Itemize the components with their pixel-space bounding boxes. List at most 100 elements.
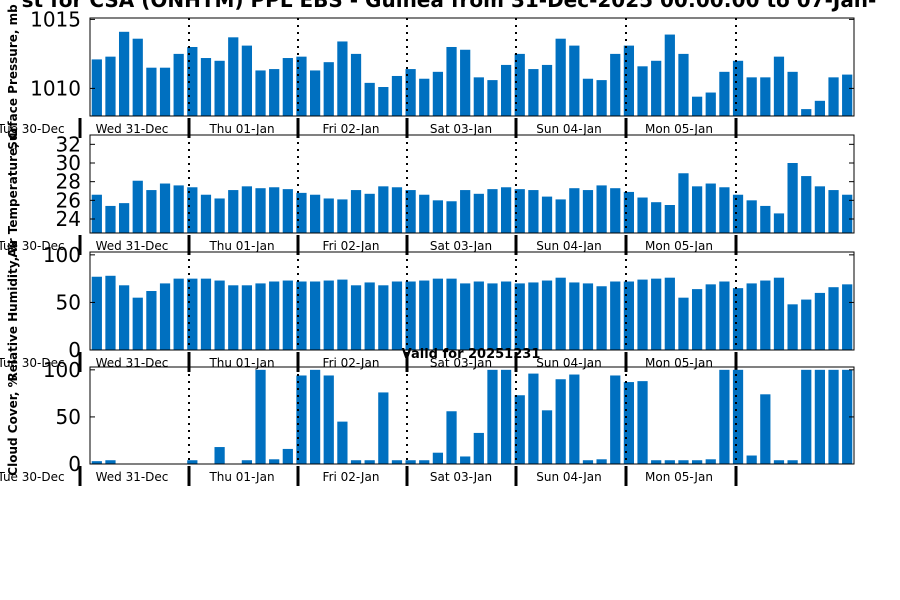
bar (651, 202, 662, 233)
bar (814, 186, 826, 233)
x-tick-label: Fri 02-Jan (323, 122, 380, 136)
bar (569, 45, 580, 116)
bar (814, 292, 826, 350)
x-tick-label: Wed 31-Dec (96, 122, 169, 136)
bar (500, 187, 512, 233)
bar (719, 71, 730, 116)
bar (323, 375, 334, 464)
bar (187, 278, 198, 350)
bar (391, 75, 403, 116)
x-tick-label: Sun 04-Jan (536, 239, 601, 253)
bar (828, 190, 839, 233)
bar (378, 285, 389, 350)
bar (582, 78, 594, 116)
bar (241, 45, 253, 116)
bar (460, 49, 471, 116)
x-tick-label: Mon 05-Jan (645, 356, 713, 370)
bar (446, 411, 457, 464)
x-tick-label: Thu 01-Jan (208, 239, 274, 253)
bar (651, 60, 662, 116)
bar (528, 282, 539, 350)
bar (842, 369, 853, 464)
bar (623, 281, 635, 350)
x-tick-label: Fri 02-Jan (323, 470, 380, 484)
bar (787, 163, 798, 233)
bar (350, 460, 362, 464)
bar (187, 187, 198, 233)
bar (132, 297, 143, 350)
bar (282, 448, 293, 464)
bar (350, 190, 362, 233)
bar (296, 375, 307, 464)
bar (719, 369, 730, 464)
bar (200, 194, 212, 233)
bar (746, 77, 757, 116)
bar (105, 205, 116, 233)
bar (596, 185, 607, 233)
bar (541, 196, 553, 233)
y-tick-label: 30 (56, 151, 81, 175)
bar (787, 71, 798, 116)
bar (432, 278, 444, 350)
bar (309, 369, 321, 464)
x-tick-label: Mon 05-Jan (645, 122, 713, 136)
y-tick-label: 50 (56, 405, 81, 429)
bar (405, 69, 416, 116)
bar (555, 199, 566, 233)
bar (282, 189, 293, 233)
bar (773, 56, 785, 116)
bar (432, 200, 444, 233)
bar (514, 283, 525, 350)
bar (828, 287, 839, 350)
x-tick-label: Sat 03-Jan (430, 470, 492, 484)
bar (801, 369, 812, 464)
bar (214, 60, 225, 116)
x-tick-label: Thu 01-Jan (208, 470, 274, 484)
bar (269, 187, 280, 233)
bar (173, 53, 184, 116)
bar (760, 394, 771, 464)
bar (378, 392, 389, 464)
y-tick-label: 50 (56, 290, 81, 314)
bar (732, 369, 744, 464)
bar (187, 460, 198, 464)
bar (814, 100, 826, 116)
bar (487, 369, 498, 464)
bar (732, 194, 744, 233)
bar (337, 41, 348, 116)
bar (146, 291, 157, 350)
chart-title: st for CSA (ONHTM) PPL EBS - Guinea from… (22, 0, 877, 12)
bar (678, 460, 689, 464)
bar (541, 64, 553, 116)
bar (773, 213, 785, 233)
bar (419, 460, 430, 464)
bar (255, 70, 266, 116)
y-tick-label: 28 (56, 170, 81, 194)
bar (760, 280, 771, 350)
bar (269, 69, 280, 116)
bar (719, 187, 730, 233)
bar (378, 186, 389, 233)
bar (91, 276, 102, 350)
bar (664, 34, 675, 117)
bar (637, 66, 648, 116)
bar (582, 283, 594, 350)
bar (228, 37, 239, 116)
x-tick-label: Sat 03-Jan (430, 239, 492, 253)
bar (487, 189, 498, 233)
bar (801, 176, 812, 233)
bar (337, 421, 348, 464)
bar (705, 459, 716, 464)
bar (405, 190, 416, 233)
bar (118, 31, 130, 116)
x-tick-label: Wed 31-Dec (96, 239, 169, 253)
bar (446, 46, 457, 116)
bar (651, 278, 662, 350)
bar (705, 183, 716, 233)
y-tick-label: 0 (68, 338, 81, 362)
x-tick-label: Mon 05-Jan (645, 239, 713, 253)
bar (364, 282, 375, 350)
bar (460, 283, 471, 350)
